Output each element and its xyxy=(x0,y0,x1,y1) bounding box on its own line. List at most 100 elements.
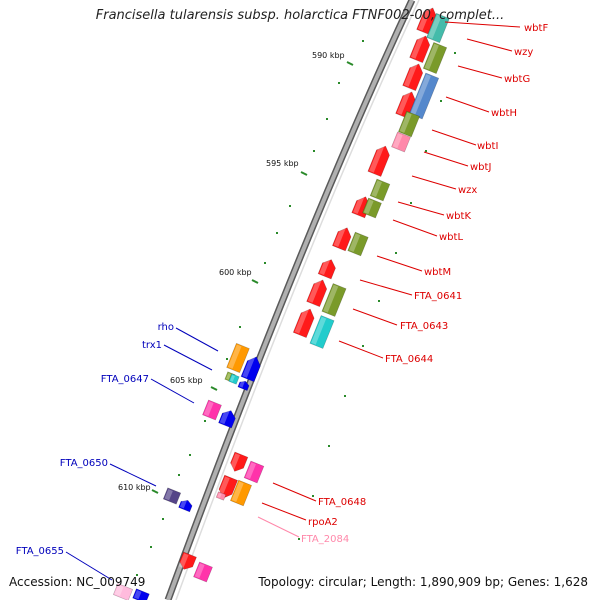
gene-label-right[interactable]: FTA_0644 xyxy=(338,340,433,365)
gene-label-right[interactable]: FTA_0643 xyxy=(352,308,448,332)
gene-wbtJ xyxy=(367,144,390,177)
gene-label-left[interactable]: trx1 xyxy=(142,340,213,371)
gene-label-text: FTA_0650 xyxy=(60,458,108,469)
tick-dot xyxy=(440,100,442,102)
gene-label-left[interactable]: FTA_0650 xyxy=(60,458,157,487)
gene-rho xyxy=(226,342,250,374)
gene-outer-olive-1 xyxy=(422,42,448,74)
tick-dot xyxy=(425,150,427,152)
major-tick xyxy=(346,61,354,66)
gene-label-text: wzy xyxy=(514,47,533,58)
major-tick xyxy=(300,171,308,176)
tick-dot xyxy=(162,518,164,520)
tick-dot xyxy=(276,232,278,234)
tick-dot xyxy=(312,495,314,497)
backbone-arc xyxy=(166,0,414,600)
gene-label-left[interactable]: rho xyxy=(158,322,219,352)
gene-label-text: wbtG xyxy=(504,74,530,85)
gene-trx1-c xyxy=(237,380,250,391)
gene-label-right[interactable]: wzy xyxy=(466,38,533,58)
gene-FTA_0650 xyxy=(162,487,182,505)
tick-dot xyxy=(264,262,266,264)
tick-dot xyxy=(362,345,364,347)
gene-FTA_2084 xyxy=(215,491,227,501)
gene-label-right[interactable]: FTA_0648 xyxy=(272,482,366,508)
tick-dot xyxy=(344,395,346,397)
tick-dot xyxy=(338,82,340,84)
gene-label-right[interactable]: wbtK xyxy=(397,201,471,222)
gene-lower-red xyxy=(178,551,197,570)
gene-outer-1 xyxy=(426,12,450,44)
gene-rpoA2-b xyxy=(229,479,253,507)
gene-label-left[interactable]: FTA_0647 xyxy=(101,374,195,404)
tick-dot xyxy=(378,300,380,302)
gene-label-right[interactable]: FTA_0641 xyxy=(359,279,462,302)
gene-label-text: wbtM xyxy=(424,267,451,278)
gene-wbtI xyxy=(391,131,411,153)
gene-label-right[interactable]: wbtH xyxy=(445,96,517,119)
gene-outer-olive-5 xyxy=(321,283,347,317)
gene-label-text: FTA_2084 xyxy=(301,534,349,545)
gene-label-right[interactable]: wbtF xyxy=(444,21,548,34)
tick-dot xyxy=(395,252,397,254)
gene-FTA_0648-b xyxy=(243,460,265,484)
gene-FTA_0644 xyxy=(309,315,335,349)
tick-dot xyxy=(328,445,330,447)
gene-label-text: trx1 xyxy=(142,340,162,351)
tick-dot xyxy=(326,118,328,120)
tick-dot xyxy=(150,546,152,548)
tick-dot xyxy=(189,454,191,456)
gene-label-text: FTA_0647 xyxy=(101,374,149,385)
major-tick xyxy=(210,386,218,391)
gene-label-text: rpoA2 xyxy=(308,517,338,528)
gene-label-right[interactable]: wbtM xyxy=(376,255,451,278)
gene-wbtL xyxy=(331,226,352,252)
labels-layer: wbtF wzy wbtG wbtH wbtI wbtJ wzx wbtK wbtL wbtM FT… xyxy=(16,21,548,581)
backbone-layer xyxy=(164,0,420,600)
gene-FTA_0641 xyxy=(306,278,328,308)
gene-wzy xyxy=(409,34,431,64)
features-layer xyxy=(112,6,450,600)
tick-label: 600 kbp xyxy=(219,268,252,277)
gene-FTA_0648 xyxy=(229,451,249,472)
gene-label-text: wbtK xyxy=(446,211,471,222)
tick-dot xyxy=(289,205,291,207)
gene-outer-olive-3 xyxy=(362,197,382,219)
gene-rho-blue xyxy=(240,355,261,383)
tick-dot xyxy=(136,574,138,576)
gene-FTA_0650-b xyxy=(178,499,193,513)
tick-dot xyxy=(204,420,206,422)
gene-label-text: wbtI xyxy=(477,141,498,152)
gene-label-right[interactable]: wbtI xyxy=(431,129,498,152)
gene-label-text: FTA_0648 xyxy=(318,497,366,508)
gene-wzx xyxy=(369,178,391,202)
gene-wbtG xyxy=(402,62,424,92)
gene-outer-olive-4 xyxy=(347,231,369,257)
gene-lower-mag xyxy=(193,561,213,583)
backbone-arc-highlight xyxy=(175,0,420,600)
gene-label-right[interactable]: wbtG xyxy=(457,65,530,85)
tick-dot xyxy=(226,358,228,360)
gene-label-text: wbtH xyxy=(491,108,517,119)
topology-summary: Topology: circular; Length: 1,890,909 bp… xyxy=(258,575,588,589)
gene-label-right[interactable]: wbtJ xyxy=(423,151,491,173)
gene-label-right[interactable]: FTA_2084 xyxy=(257,516,349,545)
gene-label-right[interactable]: rpoA2 xyxy=(261,502,338,528)
gene-label-right[interactable]: wzx xyxy=(411,175,477,196)
gene-label-text: FTA_0641 xyxy=(414,291,462,302)
gene-label-left[interactable]: FTA_0655 xyxy=(16,546,113,581)
ticks-layer: 590 kbp 595 kbp 600 kbp 605 kbp 610 kbp xyxy=(118,40,456,592)
gene-rpoA2 xyxy=(217,474,239,499)
tick-label: 610 kbp xyxy=(118,483,151,492)
gene-outer-olive-2 xyxy=(397,110,421,138)
tick-dot xyxy=(362,40,364,42)
gene-label-text: wbtF xyxy=(524,23,548,34)
gene-label-text: wzx xyxy=(458,185,477,196)
major-tick xyxy=(251,279,259,284)
gene-label-right[interactable]: wbtL xyxy=(392,219,463,243)
tick-dot xyxy=(298,538,300,540)
gene-label-text: FTA_0644 xyxy=(385,354,433,365)
gene-FTA_0655-b xyxy=(132,588,150,600)
gene-trx1-b xyxy=(228,373,240,385)
map-title: Francisella tularensis subsp. holarctica… xyxy=(95,8,505,23)
